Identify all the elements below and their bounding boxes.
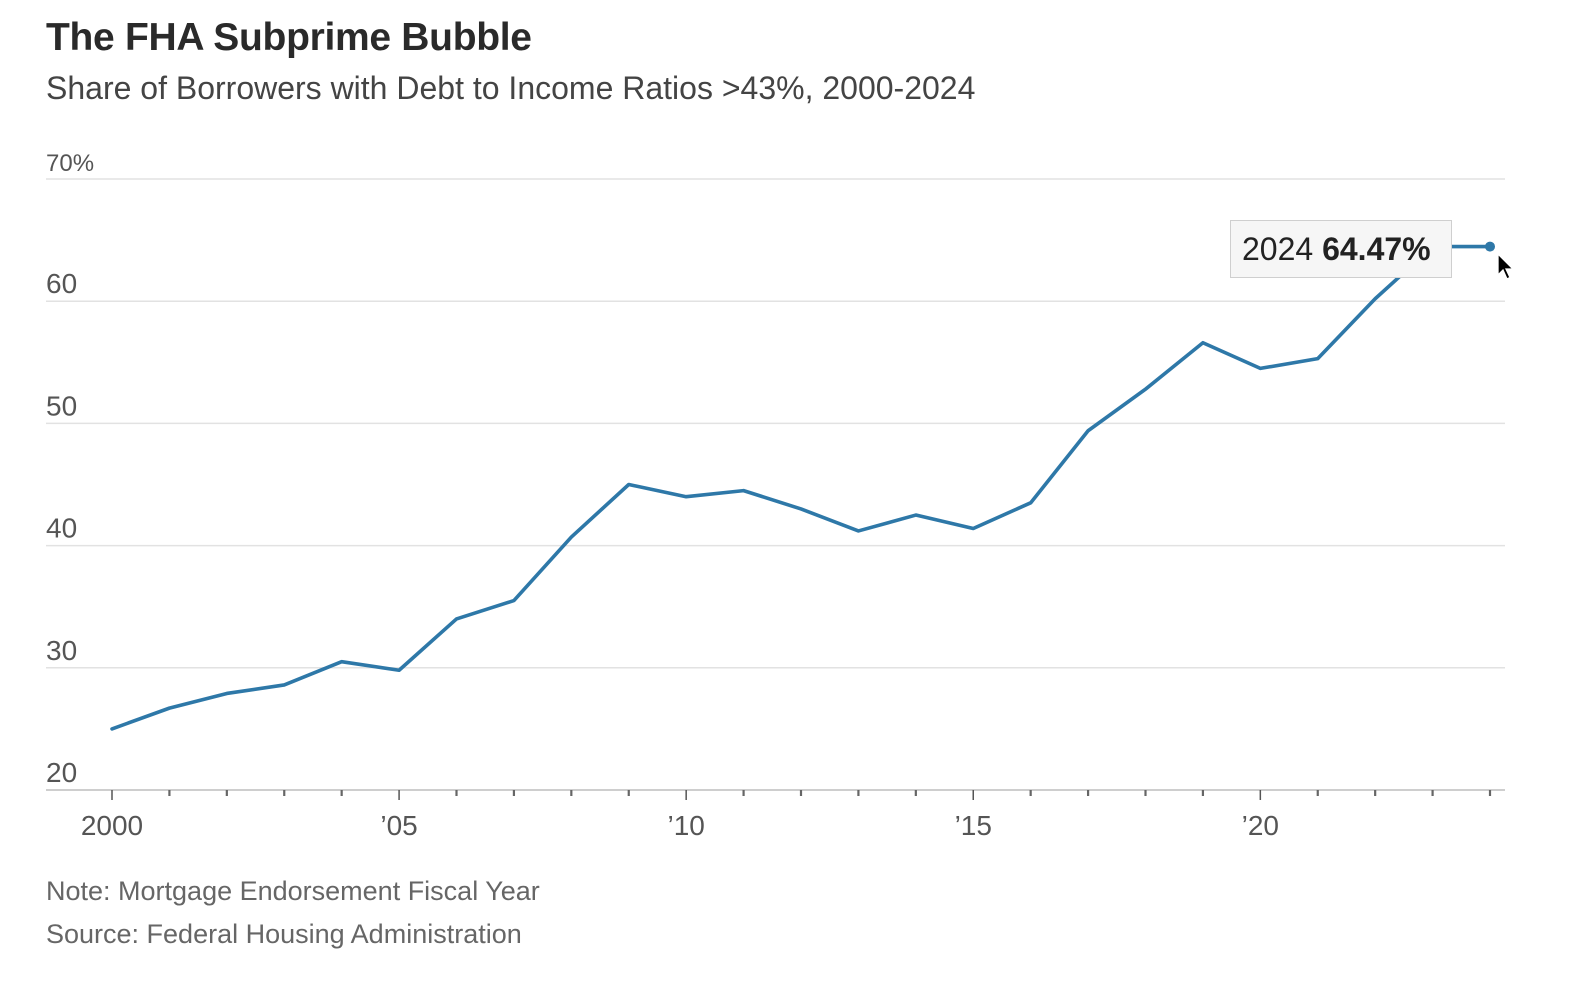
x-tick-label: ’05 xyxy=(380,810,417,841)
chart-subtitle: Share of Borrowers with Debt to Income R… xyxy=(46,70,976,106)
tooltip-value: 64.47% xyxy=(1322,231,1431,267)
chart-title: The FHA Subprime Bubble xyxy=(46,16,532,59)
x-tick-label: ’10 xyxy=(667,810,704,841)
series-line xyxy=(110,244,1492,731)
y-tick-label: 30 xyxy=(46,635,77,666)
x-tick-label: ’15 xyxy=(955,810,992,841)
y-tick-label: 40 xyxy=(46,513,77,544)
mouse-cursor-icon xyxy=(1497,253,1515,280)
y-tick-label: 60 xyxy=(46,268,77,299)
data-tooltip: 2024 64.47% xyxy=(1230,220,1452,278)
x-tick-label: 2000 xyxy=(81,810,143,841)
y-tick-label: 20 xyxy=(46,757,77,788)
y-tick-label: 70% xyxy=(46,150,94,177)
y-tick-label: 50 xyxy=(46,390,77,421)
chart-source: Source: Federal Housing Administration xyxy=(46,919,522,949)
tooltip-year: 2024 xyxy=(1242,231,1314,267)
x-tick-label: ’20 xyxy=(1242,810,1279,841)
chart-note: Note: Mortgage Endorsement Fiscal Year xyxy=(46,876,540,906)
highlight-point xyxy=(1485,241,1495,252)
